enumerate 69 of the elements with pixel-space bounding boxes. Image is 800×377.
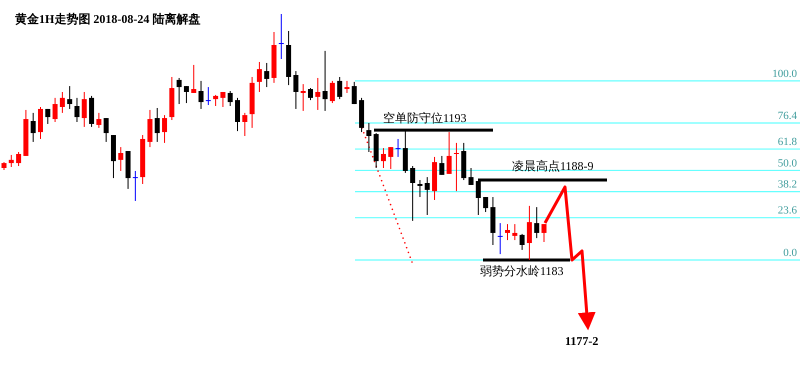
candlestick <box>264 62 270 88</box>
candlestick <box>198 80 204 110</box>
ref-line-label: 弱势分水岭1183 <box>480 264 564 278</box>
candlestick <box>344 80 350 94</box>
candlestick <box>446 132 452 174</box>
candlestick <box>213 94 218 107</box>
candlestick <box>82 91 87 128</box>
candlestick <box>468 167 474 186</box>
text: 61.8 <box>778 136 798 148</box>
text: 1177-2 <box>565 334 598 348</box>
text: 23.6 <box>778 204 798 217</box>
candlestick <box>220 91 226 108</box>
candlestick <box>30 112 36 142</box>
candlestick <box>498 222 503 255</box>
candlestick <box>147 109 152 148</box>
candlestick <box>184 86 189 104</box>
candlestick <box>330 80 335 104</box>
candlestick <box>235 97 240 132</box>
candlestick <box>542 224 546 243</box>
candlestick <box>388 146 394 170</box>
candlestick <box>505 224 510 241</box>
candlestick <box>520 233 525 250</box>
candlestick <box>96 112 102 128</box>
candlestick <box>176 77 182 105</box>
candlestick <box>67 86 72 110</box>
candlestick <box>439 155 444 176</box>
candlestick <box>191 64 196 94</box>
text: 38.2 <box>778 178 797 191</box>
candlestick <box>293 70 298 110</box>
candlestick <box>154 107 160 142</box>
candlestick <box>74 97 80 122</box>
candlestick <box>337 76 342 100</box>
candlestick <box>483 196 488 213</box>
candlestick <box>118 146 124 172</box>
candlestick <box>396 138 401 158</box>
candlestick <box>132 170 138 202</box>
candlestick <box>308 88 313 101</box>
candlestick <box>228 90 233 107</box>
candlestick <box>322 50 328 112</box>
text: 100.0 <box>772 68 798 80</box>
candlestick <box>278 14 284 60</box>
candlestick <box>417 180 422 198</box>
text: 50.0 <box>778 157 798 170</box>
candlestick <box>206 86 211 106</box>
candlestick <box>352 81 357 105</box>
chart-title: 黄金1H走势图 2018-08-24 陆离解盘 <box>14 12 200 26</box>
candlestick <box>410 166 416 222</box>
candlestick <box>315 77 320 110</box>
text: 76.4 <box>778 110 798 122</box>
candlestick <box>534 206 540 239</box>
candlestick <box>104 118 109 142</box>
candlestick <box>512 224 518 241</box>
candlestick <box>52 97 58 122</box>
candlestick <box>162 114 168 144</box>
candlestick <box>424 176 430 216</box>
ref-line-label: 凌晨高点1188-9 <box>512 159 594 174</box>
candlestick <box>380 148 386 168</box>
candlestick <box>60 91 65 114</box>
candlestick <box>242 112 248 137</box>
candlestick <box>45 108 50 124</box>
candlestick <box>16 152 22 167</box>
candlestick <box>300 84 306 112</box>
text: 0.0 <box>783 247 798 259</box>
candlestick <box>256 61 262 92</box>
ref-line-label: 空单防守位1193 <box>383 111 467 126</box>
candlestick <box>8 154 14 168</box>
candlestick <box>38 106 43 140</box>
candlestick <box>526 205 532 260</box>
candlestick <box>454 142 459 192</box>
